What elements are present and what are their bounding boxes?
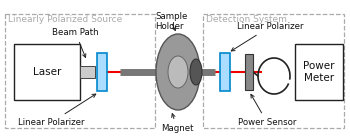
Text: Power
Meter: Power Meter (303, 61, 335, 83)
Bar (80, 66, 95, 78)
Bar (295, 44, 343, 100)
Bar (97, 53, 107, 91)
Text: Sample
Holder: Sample Holder (155, 12, 187, 31)
Ellipse shape (190, 59, 202, 85)
Bar (245, 54, 253, 90)
Bar (14, 44, 80, 100)
Text: Magnet: Magnet (161, 114, 194, 133)
Text: Laser: Laser (33, 67, 61, 77)
Text: Detection System: Detection System (206, 15, 287, 24)
Text: Linear Polarizer: Linear Polarizer (18, 94, 96, 127)
Bar (203, 14, 344, 128)
Text: Linearly Polarized Source: Linearly Polarized Source (8, 15, 122, 24)
Text: Power Sensor: Power Sensor (238, 94, 296, 127)
Bar (5, 14, 155, 128)
Text: Beam Path: Beam Path (52, 28, 99, 57)
Ellipse shape (168, 56, 188, 88)
Text: Linear Polarizer: Linear Polarizer (231, 22, 303, 51)
Ellipse shape (156, 34, 200, 110)
Bar (220, 53, 230, 91)
